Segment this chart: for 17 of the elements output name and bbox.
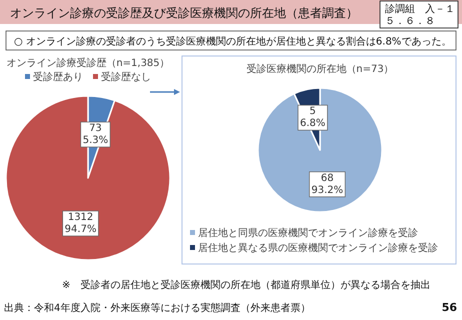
text: 56 bbox=[442, 301, 458, 314]
text: ※ 受診者の居住地と受診医療機関の所在地（都道府県単位）が異なる場合を抽出 bbox=[62, 279, 430, 291]
text: ５．６．８ bbox=[385, 16, 435, 27]
text: オンライン診療の受診歴及び受診医療機関の所在地（患者調査） bbox=[10, 6, 358, 20]
source-note: 出典：令和4年度入院・外来医療等における実態調査（外来患者票） bbox=[4, 302, 310, 314]
chart-title: 受診医療機関の所在地（n=73） bbox=[246, 63, 394, 75]
legend-label: 受診歴あり bbox=[33, 71, 83, 83]
data-label: 68 93.2% bbox=[311, 172, 344, 196]
legend-label: 居住地と異なる県の医療機関でオンライン診療を受診 bbox=[198, 242, 438, 254]
data-label: 5 6.8% bbox=[300, 106, 326, 130]
text: 診調組 入－１ bbox=[385, 3, 455, 15]
legend-label: 受診歴なし bbox=[101, 71, 151, 83]
chart-title: オンライン診療受診歴（n=1,385） bbox=[6, 57, 170, 69]
data-label: 1312 94.7% bbox=[64, 212, 96, 235]
text: ○ オンライン診療の受診者のうち受診医療機関の所在地が居住地と異なる割合は6.8%であった。 bbox=[14, 36, 452, 48]
legend-label: 居住地と同県の医療機関でオンライン診療を受診 bbox=[198, 227, 418, 239]
data-label: 73 5.3% bbox=[82, 123, 108, 146]
